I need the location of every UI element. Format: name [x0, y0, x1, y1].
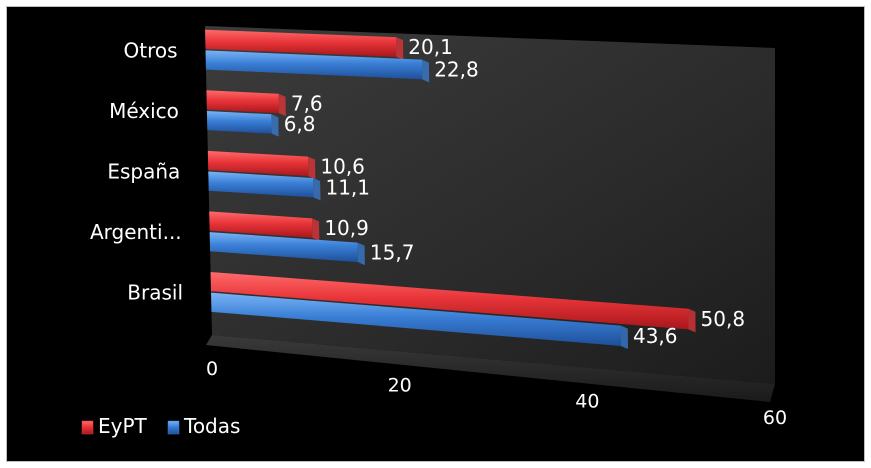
- bar-todas-2[interactable]: [208, 171, 314, 198]
- x-tick-label: 0: [206, 358, 218, 380]
- x-tick-label: 40: [575, 391, 599, 413]
- value-label: 11,1: [325, 176, 370, 200]
- bar-eypt-3[interactable]: [206, 90, 279, 114]
- legend-swatch-todas: [167, 420, 180, 435]
- bar-todas-3[interactable]: [206, 110, 272, 134]
- value-label: 10,6: [320, 154, 365, 178]
- category-label: México: [109, 99, 179, 123]
- bar-end-cap: [313, 177, 321, 201]
- category-label: Brasil: [127, 281, 183, 305]
- value-label: 7,6: [291, 91, 323, 115]
- bar-eypt-2[interactable]: [207, 150, 309, 177]
- bar-eypt-0[interactable]: [210, 271, 689, 330]
- category-label: Otros: [124, 38, 178, 62]
- legend-label-eypt: EyPT: [98, 414, 148, 438]
- value-label: 22,8: [434, 57, 479, 81]
- bar-eypt-1[interactable]: [209, 211, 313, 238]
- bar-end-cap: [396, 37, 404, 60]
- x-tick-label: 60: [763, 407, 787, 429]
- value-label: 15,7: [370, 240, 415, 264]
- bar-end-cap: [311, 218, 320, 241]
- bar-end-cap: [421, 59, 430, 83]
- bar-end-cap: [308, 156, 316, 180]
- bar-end-cap: [688, 308, 696, 333]
- value-label: 10,9: [324, 216, 369, 240]
- plot-floor: [206, 335, 775, 402]
- value-label: 50,8: [701, 307, 746, 331]
- legend-swatch-eypt: [81, 420, 94, 435]
- bar-end-cap: [271, 114, 279, 137]
- bar-end-cap: [278, 93, 286, 117]
- value-label: 20,1: [408, 35, 453, 59]
- bar-todas-1[interactable]: [209, 232, 358, 263]
- bar-todas-4[interactable]: [205, 50, 423, 80]
- legend-label-todas: Todas: [183, 414, 240, 438]
- value-label: 43,6: [633, 324, 678, 348]
- bar-end-cap: [357, 242, 365, 266]
- x-tick-label: 20: [388, 374, 412, 396]
- category-label: España: [107, 160, 180, 184]
- category-label: Argenti...: [90, 220, 182, 244]
- bar-end-cap: [620, 325, 628, 349]
- bar-todas-0[interactable]: [211, 292, 621, 346]
- value-label: 6,8: [284, 112, 316, 136]
- bar-eypt-4[interactable]: [205, 29, 397, 57]
